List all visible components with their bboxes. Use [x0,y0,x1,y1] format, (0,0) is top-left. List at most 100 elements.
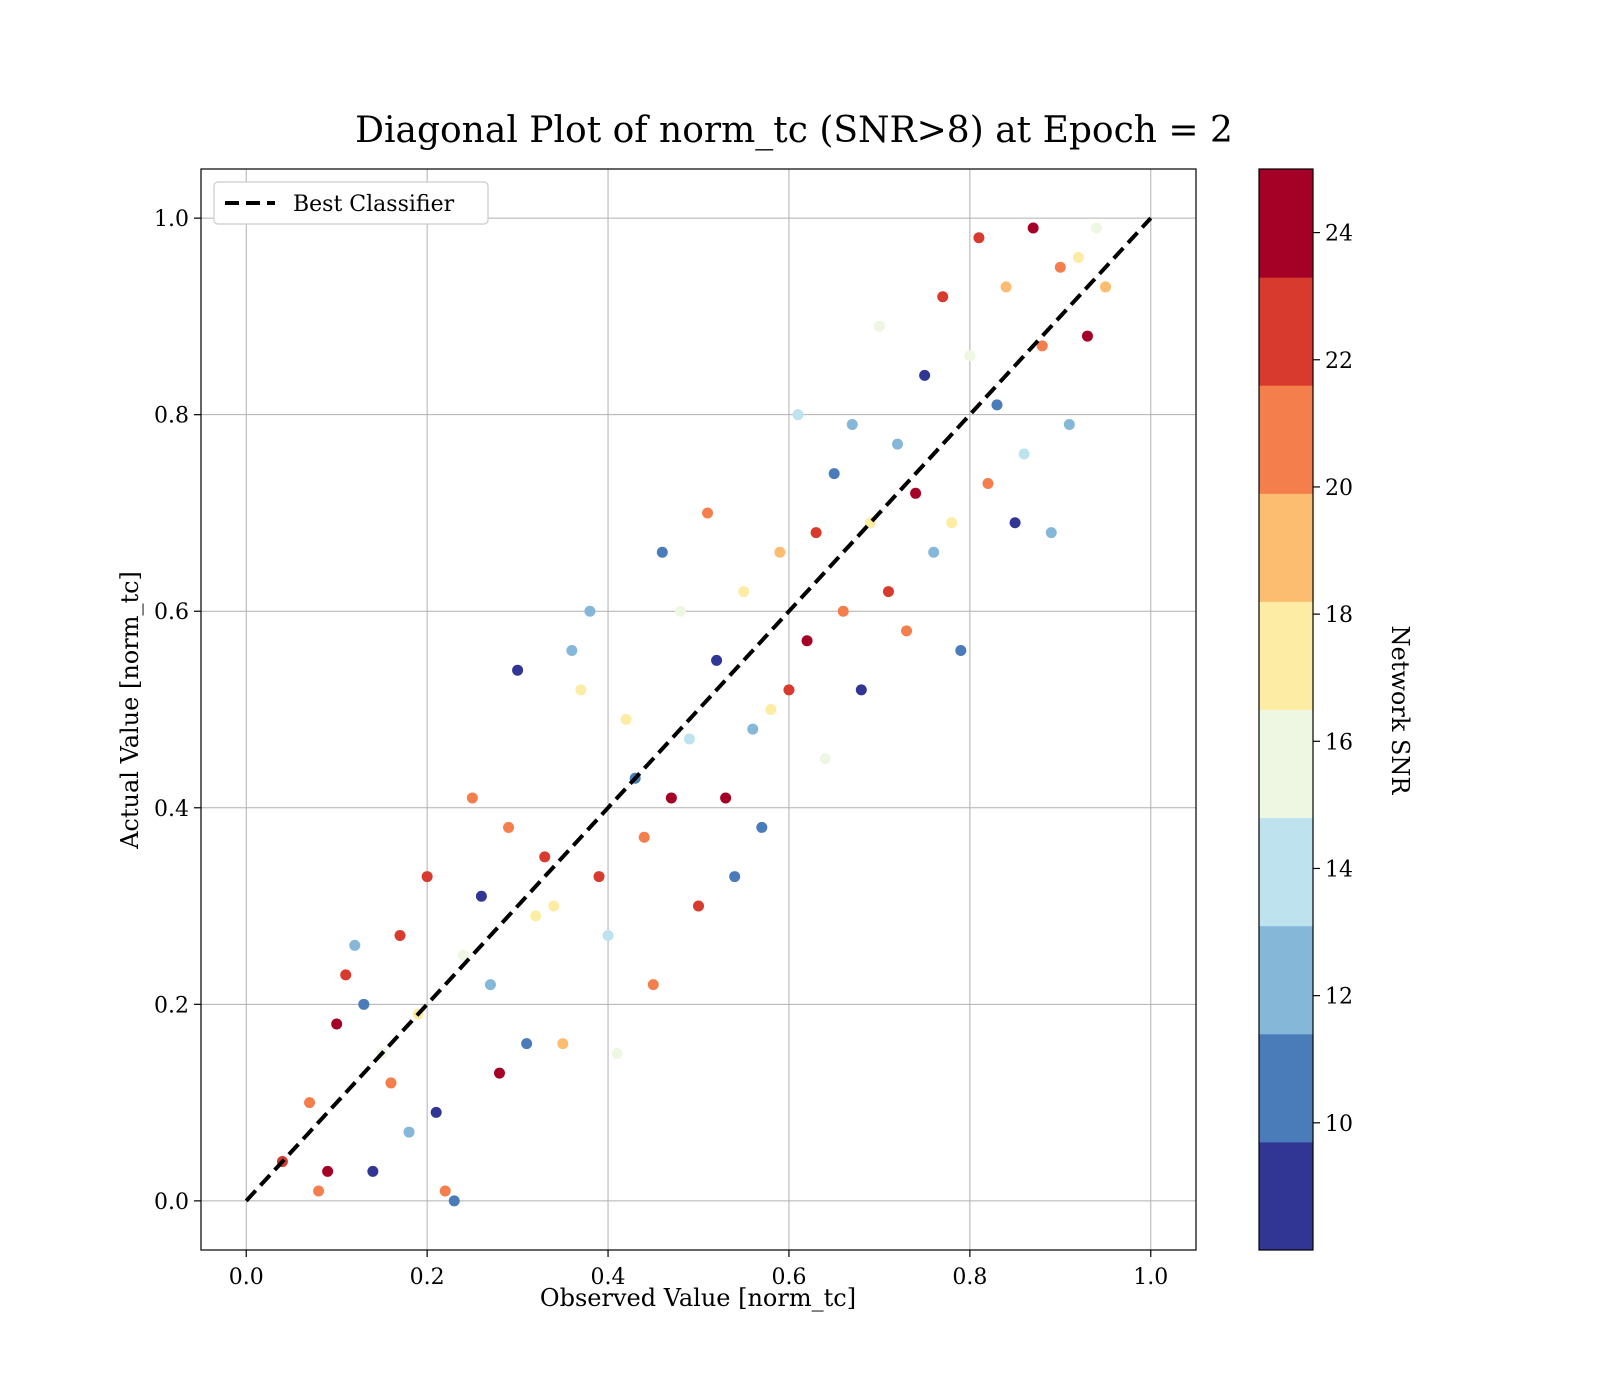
data-point [810,527,822,539]
data-point [855,684,867,696]
data-point [584,605,596,617]
data-point [774,546,786,558]
data-point [530,910,542,922]
x-tick-label: 0.6 [771,1265,806,1290]
x-tick-label: 1.0 [1133,1265,1168,1290]
data-point [747,723,759,735]
chart-title: Diagonal Plot of norm_tc (SNR>8) at Epoc… [355,110,1233,151]
data-point [421,871,433,883]
data-point [322,1165,334,1177]
colorbar-tick-label: 14 [1325,857,1353,882]
data-point [448,1195,460,1207]
data-point [792,409,804,421]
y-tick-label: 0.0 [154,1190,189,1215]
data-point [358,998,370,1010]
data-point [1036,340,1048,352]
data-point [430,1106,442,1118]
data-point [1027,222,1039,234]
data-point [349,939,361,951]
data-point [1054,261,1066,273]
colorbar-segment [1259,169,1313,278]
colorbar-segment [1259,709,1313,819]
data-point [340,969,352,981]
data-point [575,684,587,696]
data-point [982,477,994,489]
data-point [783,684,795,696]
data-point [521,1038,533,1050]
data-point [910,487,922,499]
data-point [331,1018,343,1030]
data-point [873,320,885,332]
data-point [1063,419,1075,431]
data-point [1091,222,1102,234]
data-point [620,713,632,725]
data-point [1081,330,1093,342]
data-point [466,792,478,804]
data-point [973,232,985,244]
colorbar-segment [1259,601,1313,710]
y-tick-label: 0.8 [154,404,189,429]
data-point [720,792,732,804]
data-point [313,1185,325,1197]
colorbar-tick-label: 24 [1325,222,1353,247]
data-point [946,517,958,529]
data-point [882,586,894,598]
colorbar-segment [1259,817,1313,927]
data-point [928,546,940,558]
data-point [738,586,750,598]
data-point [512,664,524,676]
legend: Best Classifier [213,181,489,225]
data-point [937,291,949,303]
data-point [647,979,659,991]
data-point [548,900,560,912]
colorbar-ticks: 10 12 14 16 18 20 22 24 [1313,222,1353,1137]
data-point [566,645,578,657]
data-point [656,546,668,558]
data-point [846,419,858,431]
data-point [729,871,741,883]
data-point [711,654,723,666]
data-point [1018,448,1030,460]
best-classifier-line [244,216,1153,1203]
data-point [1100,281,1112,293]
data-point [955,645,967,657]
colorbar-tick-label: 16 [1325,730,1353,755]
data-point [683,733,695,745]
data-point [611,1047,623,1059]
data-point [665,792,677,804]
colorbar-label: Network SNR [1386,626,1414,796]
data-point [503,821,515,833]
x-axis-label: Observed Value [norm_tc] [540,1284,856,1312]
data-point [819,753,831,765]
data-point [801,635,813,647]
data-point [828,468,840,480]
data-point [557,1038,569,1050]
data-point [1000,281,1012,293]
legend-entry-best-classifier: Best Classifier [293,192,455,217]
legend-box [213,181,489,225]
data-point [403,1126,415,1138]
data-point [593,871,605,883]
data-point [901,625,913,637]
x-tick-label: 0.2 [410,1265,445,1290]
colorbar-tick-label: 22 [1325,349,1353,374]
data-point [602,930,614,942]
y-tick-label: 1.0 [154,207,189,232]
data-point [765,704,777,715]
data-point [702,507,714,519]
colorbar-segment [1259,385,1313,494]
data-point [693,900,704,912]
plot-frame [200,168,1197,1251]
colorbar [1259,169,1313,1251]
data-point [457,949,469,961]
y-axis-label: Actual Value [norm_tc] [116,571,144,850]
colorbar-segment [1259,1141,1313,1251]
x-tick-label: 0.0 [229,1265,264,1290]
data-point [367,1165,379,1177]
data-point [638,831,650,843]
data-point [1009,517,1021,529]
y-axis-ticks: 0.0 0.2 0.4 0.6 0.8 1.0 [154,207,201,1215]
data-point [919,369,931,381]
y-tick-label: 0.6 [154,600,189,625]
